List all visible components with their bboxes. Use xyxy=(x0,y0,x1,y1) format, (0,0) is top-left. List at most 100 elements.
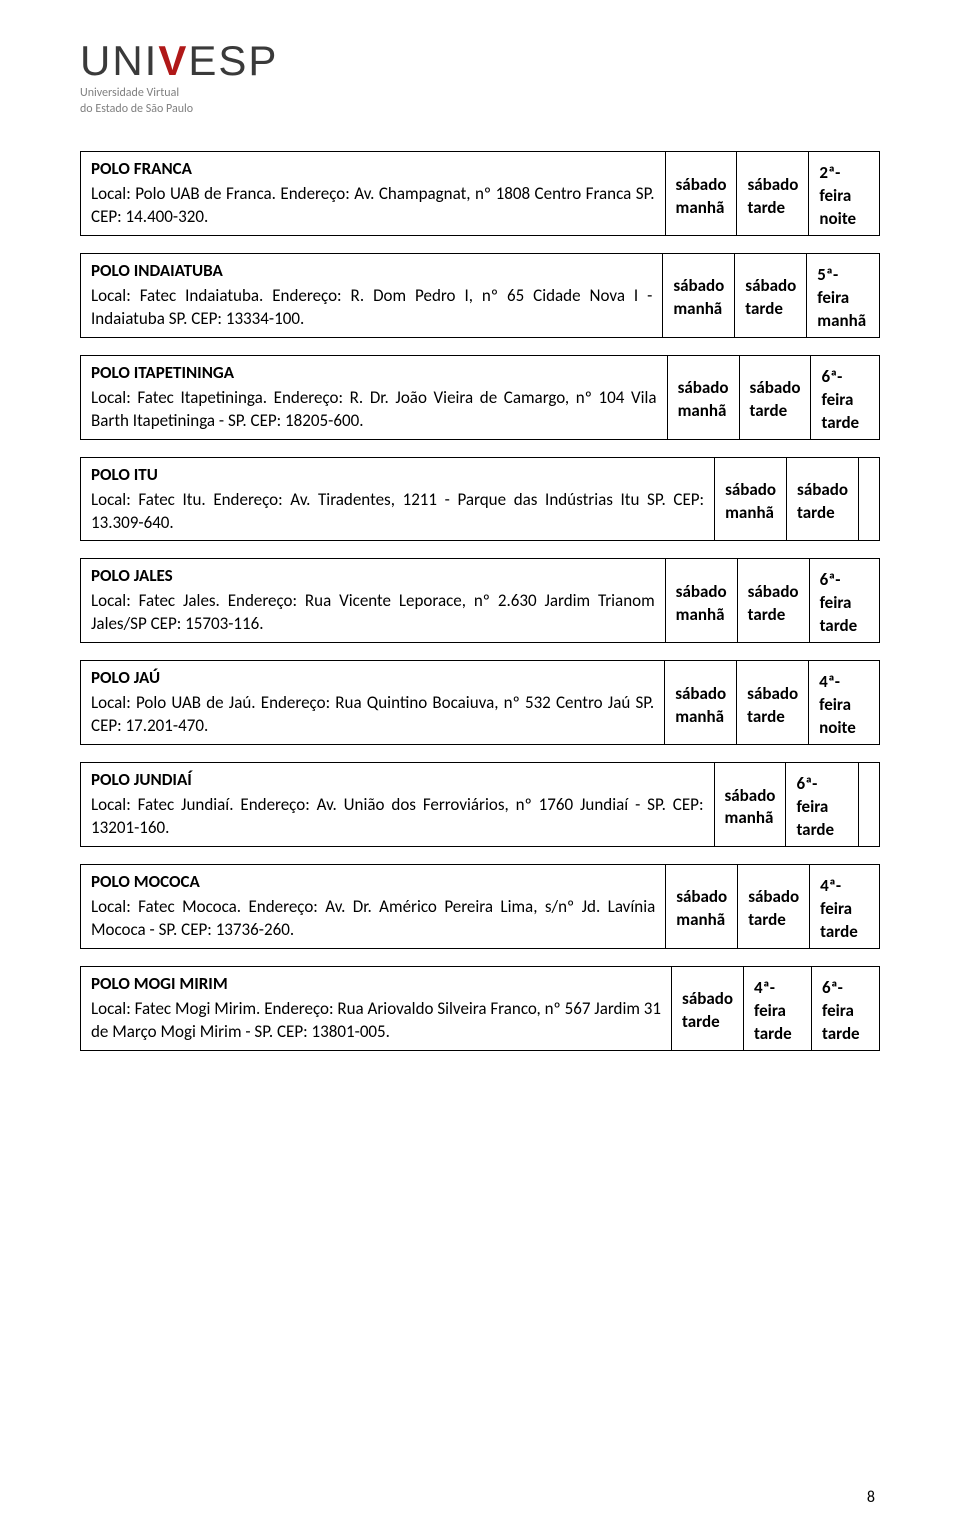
schedule-cell: 5ª-feiramanhã xyxy=(807,254,880,338)
polo-description: Local: Polo UAB de Franca. Endereço: Av.… xyxy=(81,181,666,235)
schedule-cell: sábadomanhã xyxy=(714,763,786,847)
schedule-cell: sábadotarde xyxy=(672,966,744,1050)
schedule-day: 4ª-feira xyxy=(819,671,851,715)
schedule-cell: 4ª-feiranoite xyxy=(809,661,880,745)
schedule-cell: 2ª-feiranoite xyxy=(809,152,880,236)
logo-wordmark: UNIVESP xyxy=(80,40,880,82)
schedule-period: manhã xyxy=(676,909,725,930)
page-number: 8 xyxy=(867,1488,875,1507)
logo-subtitle-line1: Universidade Virtual xyxy=(80,86,179,100)
schedule-day: sábado xyxy=(725,479,776,500)
polo-entry: POLO JAÚsábadomanhãsábadotarde4ª-feirano… xyxy=(80,660,880,745)
schedule-day: sábado xyxy=(748,886,799,907)
schedule-day: sábado xyxy=(747,683,798,704)
schedule-cell: sábadomanhã xyxy=(666,864,738,948)
schedule-cell: 4ª-feiratarde xyxy=(810,864,880,948)
polo-title: POLO MOGI MIRIM xyxy=(81,966,672,995)
schedule-day: sábado xyxy=(797,479,848,500)
schedule-cell: 6ª-feiratarde xyxy=(811,355,880,439)
schedule-cell: sábadotarde xyxy=(737,661,809,745)
schedule-period: manhã xyxy=(676,604,725,625)
polo-entry: POLO ITUsábadomanhãsábadotardeLocal: Fat… xyxy=(80,457,880,542)
schedule-cell: 6ª-feiratarde xyxy=(786,763,859,847)
polo-description: Local: Fatec Mococa. Endereço: Av. Dr. A… xyxy=(81,894,666,948)
logo-text-pre: UNI xyxy=(80,37,158,84)
schedule-day: sábado xyxy=(747,174,798,195)
schedule-day: sábado xyxy=(682,988,733,1009)
schedule-period: tarde xyxy=(747,197,785,218)
schedule-day: sábado xyxy=(676,174,727,195)
schedule-period: manhã xyxy=(725,502,774,523)
schedule-period: tarde xyxy=(682,1011,720,1032)
schedule-cell: sábadotarde xyxy=(737,152,809,236)
polo-entry: POLO FRANCAsábadomanhãsábadotarde2ª-feir… xyxy=(80,151,880,236)
schedule-day: sábado xyxy=(745,275,796,296)
polo-description: Local: Polo UAB de Jaú. Endereço: Rua Qu… xyxy=(81,690,665,744)
polo-title: POLO ITU xyxy=(81,457,715,486)
schedule-period: tarde xyxy=(750,400,788,421)
schedule-cell xyxy=(859,457,880,541)
schedule-day: 4ª-feira xyxy=(754,977,786,1021)
polo-description: Local: Fatec Itu. Endereço: Av. Tiradent… xyxy=(81,487,715,541)
schedule-period: tarde xyxy=(822,1023,860,1044)
polo-title: POLO MOCOCA xyxy=(81,864,666,893)
schedule-period: tarde xyxy=(820,921,858,942)
schedule-period: manhã xyxy=(673,298,722,319)
schedule-day: sábado xyxy=(725,785,776,806)
polo-description: Local: Fatec Mogi Mirim. Endereço: Rua A… xyxy=(81,996,672,1050)
schedule-day: sábado xyxy=(678,377,729,398)
schedule-cell: sábadotarde xyxy=(735,254,807,338)
schedule-day: sábado xyxy=(673,275,724,296)
schedule-day: sábado xyxy=(676,581,727,602)
schedule-period: tarde xyxy=(748,909,786,930)
schedule-period: manhã xyxy=(725,807,774,828)
schedule-period: manhã xyxy=(675,706,724,727)
polo-description: Local: Fatec Itapetininga. Endereço: R. … xyxy=(81,385,668,439)
schedule-day: 6ª-feira xyxy=(820,569,852,613)
schedule-period: manhã xyxy=(817,310,866,331)
schedule-cell: sábadomanhã xyxy=(665,661,737,745)
schedule-cell xyxy=(858,763,879,847)
polo-entry: POLO JALESsábadomanhãsábadotarde6ª-feira… xyxy=(80,558,880,643)
polo-entry: POLO MOCOCAsábadomanhãsábadotarde4ª-feir… xyxy=(80,864,880,949)
schedule-period: tarde xyxy=(821,412,859,433)
schedule-cell: sábadomanhã xyxy=(667,355,739,439)
polo-title: POLO FRANCA xyxy=(81,152,666,181)
schedule-day: 6ª-feira xyxy=(822,977,854,1021)
polo-entry: POLO INDAIATUBAsábadomanhãsábadotarde5ª-… xyxy=(80,253,880,338)
schedule-day: 2ª-feira xyxy=(819,162,851,206)
polo-title: POLO JALES xyxy=(81,559,666,588)
schedule-cell: 6ª-feiratarde xyxy=(809,559,879,643)
logo-header: UNIVESP Universidade Virtual do Estado d… xyxy=(80,40,880,117)
schedule-period: tarde xyxy=(796,819,834,840)
schedule-day: 6ª-feira xyxy=(821,366,853,410)
polo-title: POLO JAÚ xyxy=(81,661,665,690)
schedule-cell: sábadomanhã xyxy=(715,457,787,541)
schedule-day: sábado xyxy=(675,683,726,704)
polo-description: Local: Fatec Jundiaí. Endereço: Av. Uniã… xyxy=(81,792,715,846)
schedule-period: tarde xyxy=(754,1023,792,1044)
schedule-period: tarde xyxy=(797,502,835,523)
schedule-cell: sábadomanhã xyxy=(665,559,737,643)
logo-subtitle-line2: do Estado de São Paulo xyxy=(80,102,193,116)
polo-entry: POLO MOGI MIRIMsábadotarde4ª-feiratarde6… xyxy=(80,966,880,1051)
polo-entry: POLO JUNDIAÍsábadomanhã6ª-feiratardeLoca… xyxy=(80,762,880,847)
polo-description: Local: Fatec Jales. Endereço: Rua Vicent… xyxy=(81,588,666,642)
polo-entry: POLO ITAPETININGAsábadomanhãsábadotarde6… xyxy=(80,355,880,440)
schedule-period: noite xyxy=(819,717,856,738)
schedule-day: 5ª-feira xyxy=(817,264,849,308)
logo-subtitle: Universidade Virtual do Estado de São Pa… xyxy=(80,86,880,117)
schedule-cell: sábadomanhã xyxy=(665,152,737,236)
schedule-day: sábado xyxy=(748,581,799,602)
schedule-cell: sábadotarde xyxy=(787,457,859,541)
schedule-day: sábado xyxy=(676,886,727,907)
schedule-day: sábado xyxy=(750,377,801,398)
schedule-cell: 4ª-feiratarde xyxy=(744,966,812,1050)
logo-text-v: V xyxy=(158,40,188,82)
schedule-cell: sábadotarde xyxy=(738,864,810,948)
schedule-period: tarde xyxy=(745,298,783,319)
schedule-period: tarde xyxy=(747,706,785,727)
schedule-cell: 6ª-feiratarde xyxy=(811,966,879,1050)
schedule-cell: sábadotarde xyxy=(737,559,809,643)
polo-description: Local: Fatec Indaiatuba. Endereço: R. Do… xyxy=(81,283,663,337)
